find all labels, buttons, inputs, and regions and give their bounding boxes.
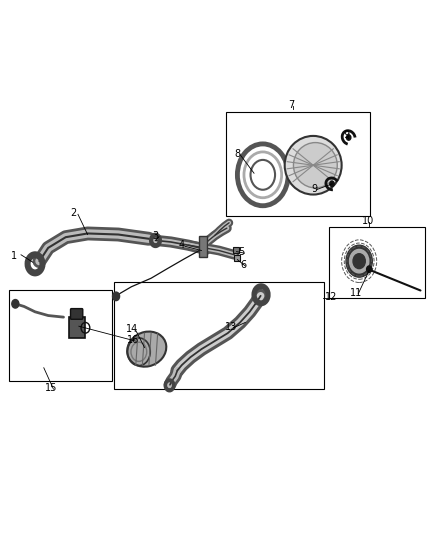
Bar [69, 317, 85, 338]
Text: 9: 9 [311, 184, 318, 193]
Circle shape [353, 254, 365, 269]
Text: 8: 8 [234, 149, 240, 158]
Text: 10: 10 [362, 216, 374, 226]
Text: 1: 1 [11, 251, 18, 261]
Text: 11: 11 [350, 288, 362, 297]
Text: 9: 9 [343, 130, 349, 140]
Ellipse shape [293, 143, 337, 188]
Text: 2: 2 [71, 208, 77, 218]
Circle shape [367, 266, 372, 272]
Circle shape [346, 245, 372, 277]
Text: 3: 3 [152, 231, 159, 240]
Bar [114, 282, 324, 389]
Text: 6: 6 [240, 260, 247, 270]
Circle shape [330, 181, 334, 187]
Ellipse shape [127, 332, 166, 367]
Circle shape [346, 135, 351, 140]
FancyBboxPatch shape [71, 309, 83, 319]
Text: 13: 13 [225, 322, 237, 332]
Bar [199, 236, 207, 257]
Circle shape [113, 292, 120, 301]
Bar [226, 112, 370, 216]
Text: 15: 15 [45, 383, 57, 393]
Text: 5: 5 [239, 247, 245, 257]
Bar [233, 247, 239, 253]
Bar [328, 227, 425, 298]
Text: 7: 7 [288, 100, 294, 110]
Text: 4: 4 [179, 240, 185, 250]
Text: 12: 12 [325, 293, 337, 302]
Text: 16: 16 [127, 335, 139, 345]
Circle shape [12, 300, 19, 308]
Text: 14: 14 [126, 325, 138, 334]
Ellipse shape [285, 136, 342, 195]
Circle shape [350, 249, 369, 273]
Bar [234, 255, 240, 261]
Bar [9, 290, 112, 381]
